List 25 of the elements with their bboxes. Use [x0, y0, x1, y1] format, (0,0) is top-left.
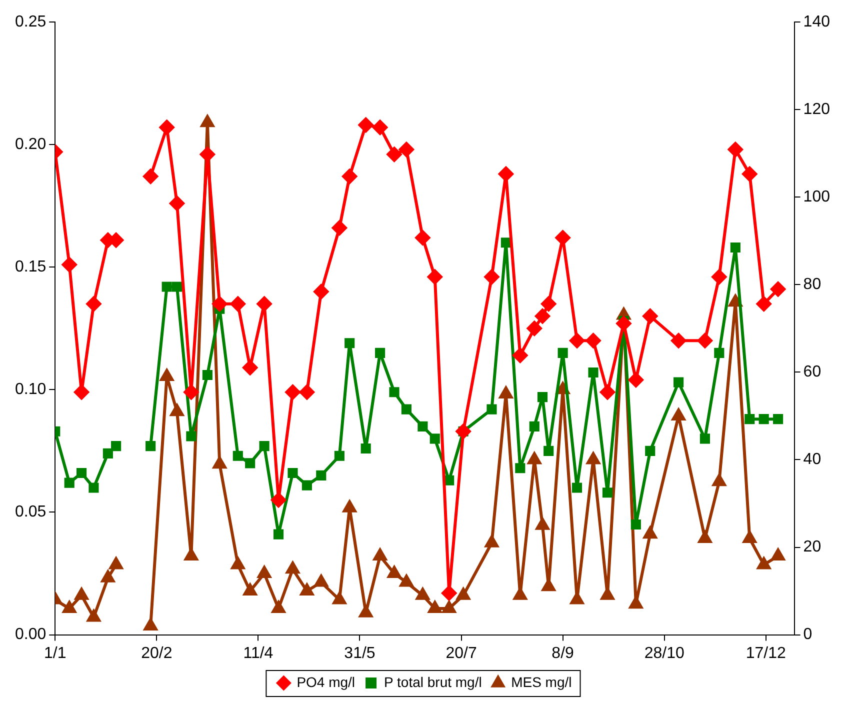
y2-tick-label: 0	[803, 626, 812, 644]
legend-label: MES mg/l	[511, 674, 572, 690]
x-tick-label: 11/4	[243, 644, 274, 662]
y2-tick-label: 60	[803, 364, 822, 381]
y2-tick-label: 100	[803, 188, 830, 206]
legend-label: P total brut mg/l	[384, 674, 482, 690]
legend-label: PO4 mg/l	[296, 674, 356, 690]
x-tick-label: 17/12	[746, 644, 786, 662]
x-tick-label: 20/7	[446, 644, 477, 662]
x-tick-label: 31/5	[344, 644, 376, 662]
x-tick-label: 28/10	[644, 644, 684, 662]
y-tick-label: 0.20	[15, 136, 46, 153]
y2-tick-label: 80	[803, 276, 822, 294]
x-tick-label: 1/1	[44, 644, 66, 662]
y-tick-label: 0.10	[15, 381, 46, 398]
y-tick-label: 0.15	[15, 258, 46, 276]
y2-tick-label: 20	[803, 538, 822, 556]
x-tick-label: 8/9	[552, 644, 574, 662]
y2-tick-label: 120	[803, 100, 830, 118]
y-tick-label: 0.05	[15, 504, 46, 521]
y2-tick-label: 40	[803, 451, 822, 468]
x-tick-label: 20/2	[141, 644, 172, 662]
y-tick-label: 0.25	[15, 13, 46, 30]
y2-tick-label: 140	[803, 13, 830, 30]
y-tick-label: 0.00	[15, 626, 46, 644]
